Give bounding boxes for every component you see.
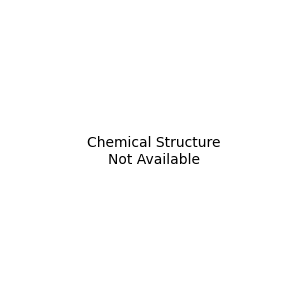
Text: Chemical Structure
Not Available: Chemical Structure Not Available [87, 136, 220, 166]
